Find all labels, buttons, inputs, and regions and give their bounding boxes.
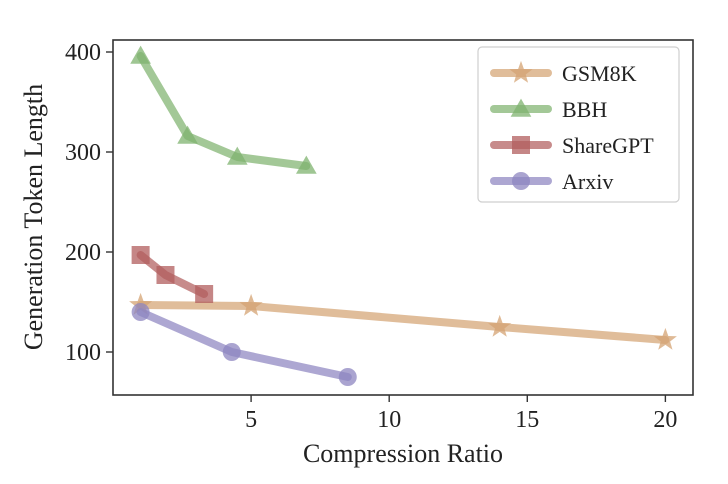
data-point-sharegpt <box>195 285 214 303</box>
legend-item-arxiv: Arxiv <box>490 169 613 194</box>
series-line-gsm8k <box>136 301 670 344</box>
legend-box <box>477 46 680 203</box>
data-point-bbh <box>295 155 317 174</box>
legend-items: GSM8K BBH ShareGPT Arxiv <box>490 60 654 194</box>
y-tick-label: 400 <box>65 40 101 66</box>
data-point-sharegpt <box>131 246 150 264</box>
legend-label-arxiv: Arxiv <box>562 169 613 194</box>
legend-label-gsm8k: GSM8K <box>562 61 637 86</box>
y-tick-label: 300 <box>65 140 101 166</box>
legend-item-gsm8k: GSM8K <box>490 60 637 86</box>
legend-item-sharegpt: ShareGPT <box>490 133 654 158</box>
legend-marker-bbh <box>510 98 532 117</box>
series-arxiv <box>131 303 357 386</box>
series-group <box>129 45 677 386</box>
legend: GSM8K BBH ShareGPT Arxiv <box>477 46 680 203</box>
y-tick-label: 200 <box>65 240 101 266</box>
x-tick-label: 5 <box>245 407 257 433</box>
x-axis-label: Compression Ratio <box>303 439 503 468</box>
x-tick-label: 20 <box>653 407 677 433</box>
plot-frame <box>112 39 694 396</box>
legend-marker-arxiv <box>512 172 530 190</box>
data-point-gsm8k <box>488 314 512 337</box>
data-point-gsm8k <box>653 327 677 350</box>
data-point-arxiv <box>222 343 241 361</box>
data-point-arxiv <box>131 303 150 321</box>
data-point-gsm8k <box>239 293 263 316</box>
data-point-bbh <box>130 45 151 64</box>
data-point-bbh <box>177 125 198 144</box>
data-point-arxiv <box>338 368 357 386</box>
legend-marker-sharegpt <box>512 136 530 154</box>
series-line-arxiv <box>136 308 352 381</box>
plot-area <box>112 39 694 396</box>
series-sharegpt <box>131 246 214 303</box>
series-line-bbh <box>136 52 311 170</box>
x-tick-label: 15 <box>515 407 539 433</box>
data-point-bbh <box>226 146 248 165</box>
data-point-sharegpt <box>156 266 175 284</box>
x-tick-label: 10 <box>377 407 401 433</box>
legend-label-sharegpt: ShareGPT <box>562 133 654 158</box>
legend-marker-gsm8k <box>509 60 533 83</box>
y-tick-label: 100 <box>65 340 101 366</box>
tick-group: 5 10 15 20 100 200 300 400 <box>65 40 677 433</box>
series-bbh <box>130 45 317 174</box>
legend-label-bbh: BBH <box>562 97 607 122</box>
y-axis-label: Generation Token Length <box>19 84 48 350</box>
legend-item-bbh: BBH <box>490 97 607 122</box>
